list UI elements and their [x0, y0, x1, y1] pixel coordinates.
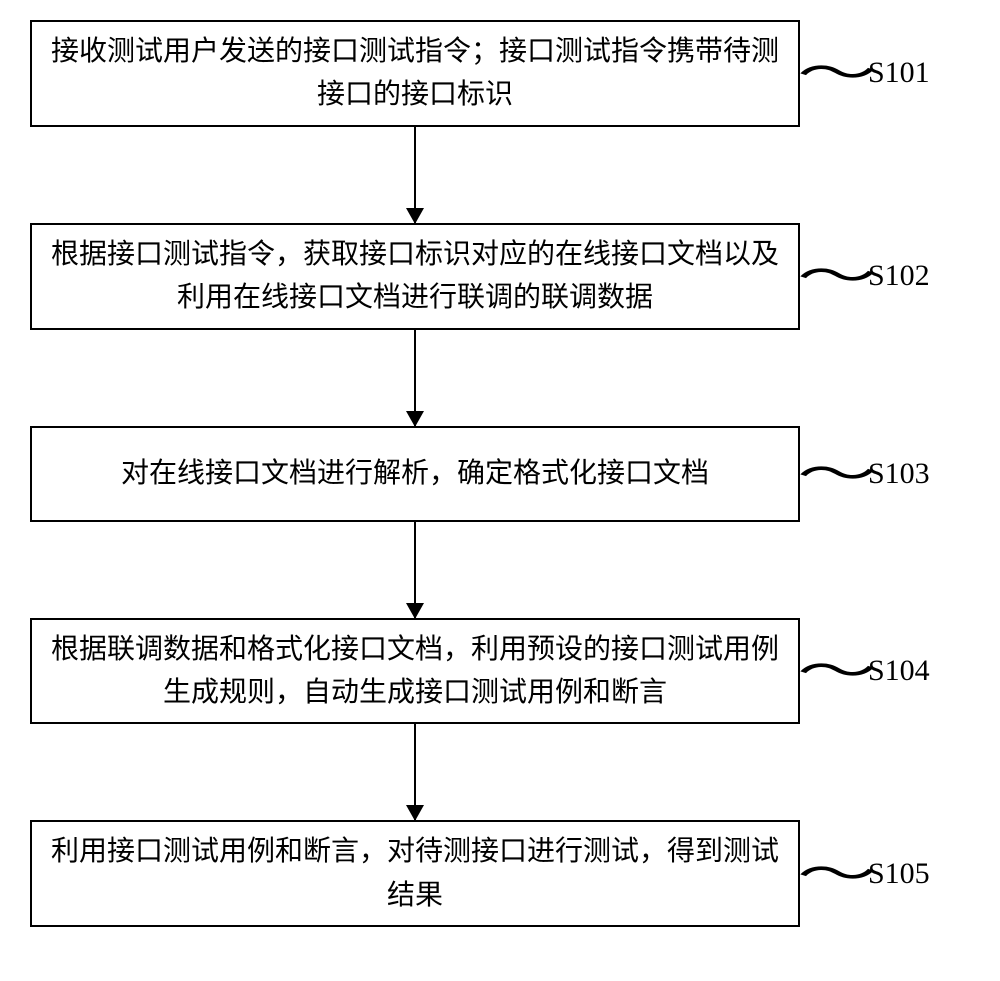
step-text: 根据联调数据和格式化接口文档，利用预设的接口测试用例生成规则，自动生成接口测试用…	[46, 628, 784, 715]
tilde-icon: 〜	[797, 254, 877, 299]
step-text: 利用接口测试用例和断言，对待测接口进行测试，得到测试结果	[46, 830, 784, 917]
step-box-s103: 对在线接口文档进行解析，确定格式化接口文档	[30, 426, 800, 522]
step-label-wrap: 〜 S101	[812, 48, 930, 98]
step-row: 对在线接口文档进行解析，确定格式化接口文档 〜 S103	[10, 426, 990, 522]
step-box-s105: 利用接口测试用例和断言，对待测接口进行测试，得到测试结果	[30, 820, 800, 927]
tilde-icon: 〜	[797, 851, 877, 896]
step-id: S105	[868, 857, 930, 891]
arrow-connector	[30, 330, 800, 426]
step-box-s102: 根据接口测试指令，获取接口标识对应的在线接口文档以及利用在线接口文档进行联调的联…	[30, 223, 800, 330]
arrow-connector	[30, 522, 800, 618]
tilde-icon: 〜	[797, 451, 877, 496]
step-row: 根据接口测试指令，获取接口标识对应的在线接口文档以及利用在线接口文档进行联调的联…	[10, 223, 990, 330]
step-box-s101: 接收测试用户发送的接口测试指令；接口测试指令携带待测接口的接口标识	[30, 20, 800, 127]
arrow-down-icon	[414, 522, 416, 618]
step-text: 根据接口测试指令，获取接口标识对应的在线接口文档以及利用在线接口文档进行联调的联…	[46, 233, 784, 320]
step-text: 对在线接口文档进行解析，确定格式化接口文档	[121, 452, 709, 495]
step-label-wrap: 〜 S103	[812, 449, 930, 499]
step-label-wrap: 〜 S102	[812, 251, 930, 301]
step-id: S103	[868, 457, 930, 491]
step-id: S102	[868, 259, 930, 293]
step-row: 利用接口测试用例和断言，对待测接口进行测试，得到测试结果 〜 S105	[10, 820, 990, 927]
tilde-icon: 〜	[797, 648, 877, 693]
step-id: S101	[868, 56, 930, 90]
step-label-wrap: 〜 S104	[812, 646, 930, 696]
step-box-s104: 根据联调数据和格式化接口文档，利用预设的接口测试用例生成规则，自动生成接口测试用…	[30, 618, 800, 725]
arrow-down-icon	[414, 330, 416, 426]
arrow-down-icon	[414, 724, 416, 820]
arrow-connector	[30, 127, 800, 223]
step-row: 根据联调数据和格式化接口文档，利用预设的接口测试用例生成规则，自动生成接口测试用…	[10, 618, 990, 725]
step-id: S104	[868, 654, 930, 688]
step-text: 接收测试用户发送的接口测试指令；接口测试指令携带待测接口的接口标识	[46, 30, 784, 117]
step-label-wrap: 〜 S105	[812, 849, 930, 899]
tilde-icon: 〜	[797, 51, 877, 96]
arrow-connector	[30, 724, 800, 820]
arrow-down-icon	[414, 127, 416, 223]
step-row: 接收测试用户发送的接口测试指令；接口测试指令携带待测接口的接口标识 〜 S101	[10, 20, 990, 127]
flowchart-container: 接收测试用户发送的接口测试指令；接口测试指令携带待测接口的接口标识 〜 S101…	[10, 20, 990, 927]
